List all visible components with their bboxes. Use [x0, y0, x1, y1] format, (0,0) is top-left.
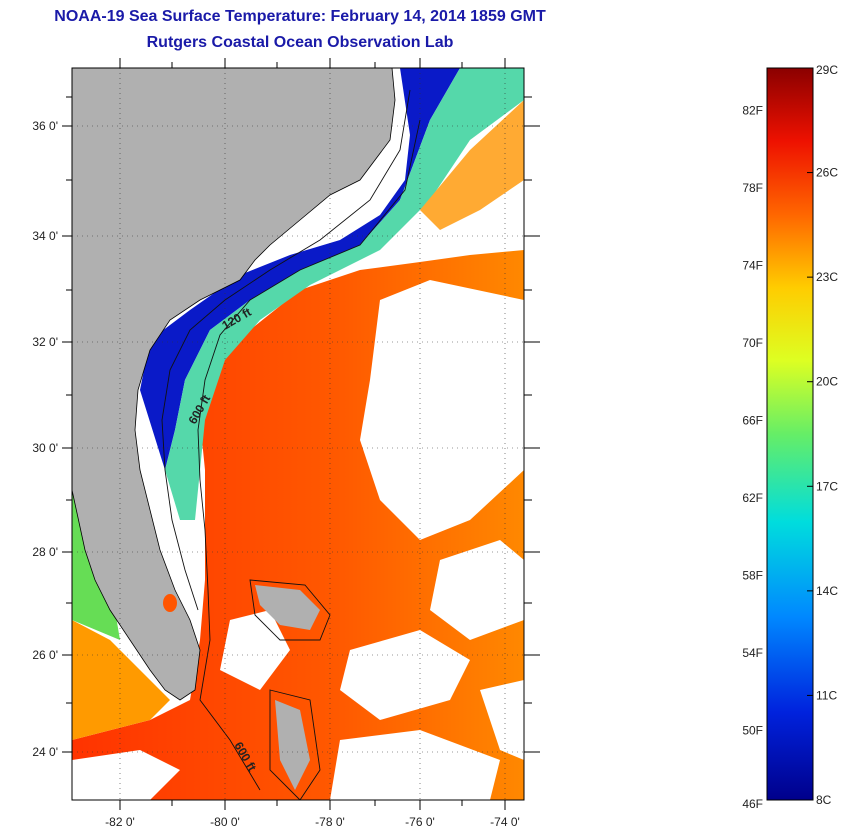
map-grid — [72, 68, 524, 800]
gulf-water — [72, 620, 170, 740]
lon-label: -82 0' — [105, 815, 135, 829]
cloud-cover — [340, 630, 470, 720]
colorbar-fahrenheit-label: 66F — [742, 413, 763, 427]
colorbar-fahrenheit-label: 58F — [742, 568, 763, 582]
colorbar-fahrenheit-label: 62F — [742, 491, 763, 505]
lat-label: 32 0' — [32, 335, 58, 349]
colorbar-celsius-label: 23C — [816, 270, 838, 284]
shelf-orange-water — [420, 100, 524, 230]
lake-okeechobee — [163, 594, 177, 612]
map-frame — [71, 67, 525, 801]
colorbar-celsius-label: 20C — [816, 375, 838, 389]
cloud-cover — [330, 730, 500, 800]
cloud-cover — [220, 610, 290, 690]
lat-label: 36 0' — [32, 119, 58, 133]
coastline — [72, 68, 396, 701]
lon-label: -74 0' — [490, 815, 520, 829]
colorbar — [766, 67, 814, 801]
colorbar-celsius-label: 29C — [816, 63, 838, 77]
lon-label: -80 0' — [210, 815, 240, 829]
colorbar-celsius-label: 11C — [816, 688, 837, 702]
colorbar-celsius-label: 8C — [816, 793, 832, 807]
colorbar-celsius-labels: 29C 26C 23C 20C 17C 14C 11C 8C — [807, 63, 838, 807]
map-title: NOAA-19 Sea Surface Temperature: Februar… — [54, 8, 546, 25]
cloud-cover — [430, 540, 524, 640]
cloud-cover — [480, 680, 524, 760]
map-subtitle: Rutgers Coastal Ocean Observation Lab — [146, 34, 454, 51]
coastal-cold-water — [140, 68, 460, 470]
lat-label: 30 0' — [32, 441, 58, 455]
lon-label: -78 0' — [315, 815, 345, 829]
lat-label: 26 0' — [32, 648, 58, 662]
colorbar-celsius-label: 17C — [816, 479, 838, 493]
land-bahamas — [275, 700, 310, 790]
cloud-cover — [72, 750, 180, 800]
colorbar-celsius-label: 14C — [816, 584, 838, 598]
colorbar-fahrenheit-label: 74F — [742, 259, 763, 273]
lat-label: 34 0' — [32, 229, 58, 243]
isobath-600ft — [197, 119, 421, 791]
isobath-120ft — [161, 89, 411, 611]
colorbar-fahrenheit-label: 50F — [742, 723, 763, 737]
land-mainland — [72, 68, 395, 700]
colorbar-fahrenheit-label: 46F — [742, 797, 763, 811]
lat-label: 28 0' — [32, 545, 58, 559]
colorbar-fahrenheit-labels: 82F 78F 74F 70F 66F 62F 58F 54F 50F 46F — [742, 104, 763, 811]
cloud-cover — [360, 280, 524, 540]
colorbar-fahrenheit-label: 54F — [742, 646, 763, 660]
colorbar-celsius-label: 26C — [816, 166, 838, 180]
lon-label: -76 0' — [405, 815, 435, 829]
colorbar-fahrenheit-label: 70F — [742, 336, 763, 350]
land-bahamas — [255, 585, 320, 630]
shelf-green-water — [165, 68, 524, 520]
colorbar-fahrenheit-label: 82F — [742, 104, 763, 118]
colorbar-fahrenheit-label: 78F — [742, 181, 763, 195]
isobath-bahamas — [249, 579, 331, 800]
lat-label: 24 0' — [32, 745, 58, 759]
map-ticks — [62, 58, 540, 810]
map-content — [72, 68, 524, 800]
